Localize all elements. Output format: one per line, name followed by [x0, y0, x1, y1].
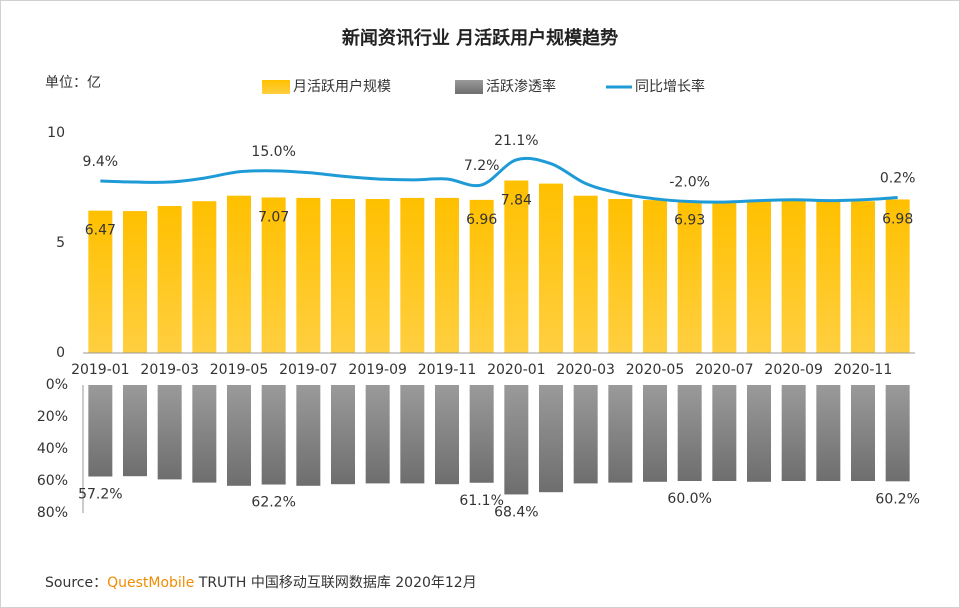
bar: [469, 385, 494, 483]
bar: [296, 385, 321, 486]
x-tick-label: 2019-03: [140, 362, 199, 378]
data-label: 61.1%: [459, 493, 503, 509]
bar: [469, 199, 494, 353]
x-tick-label: 2020-03: [556, 362, 615, 378]
bar: [504, 180, 529, 353]
bar: [885, 199, 910, 353]
data-label: 6.98: [882, 211, 913, 227]
bar: [227, 195, 251, 353]
bar: [747, 385, 771, 482]
data-label: 6.47: [85, 223, 116, 239]
bar: [677, 385, 702, 481]
x-tick-label: 2020-01: [487, 362, 546, 378]
y-tick-label: 0%: [46, 377, 68, 393]
bar: [781, 200, 806, 353]
bar: [851, 201, 875, 353]
bar: [192, 201, 217, 353]
bar: [435, 197, 459, 353]
data-label: 0.2%: [880, 171, 916, 187]
x-tick-label: 2019-05: [210, 362, 269, 378]
bar: [435, 385, 459, 485]
y-tick-label: 20%: [37, 409, 68, 425]
data-label: 6.93: [674, 213, 705, 229]
bar: [781, 385, 806, 481]
bar: [400, 385, 425, 484]
data-label: 68.4%: [494, 504, 538, 520]
data-label: 21.1%: [494, 133, 538, 149]
bar: [608, 199, 633, 353]
data-label: 62.2%: [251, 495, 295, 511]
legend-label: 活跃渗透率: [486, 78, 556, 95]
x-tick-label: 2020-09: [764, 362, 823, 378]
bar: [88, 385, 113, 477]
y-tick-label: 5: [56, 235, 65, 251]
y-tick-label: 10: [47, 125, 65, 141]
chart-title: 新闻资讯行业 月活跃用户规模趋势: [342, 27, 618, 49]
bar: [157, 385, 182, 480]
y-tick-label: 0: [56, 345, 65, 361]
x-tick-label: 2019-07: [279, 362, 338, 378]
bar: [851, 385, 875, 481]
source-prefix: Source：: [45, 575, 107, 591]
data-label: 7.07: [258, 209, 289, 225]
source-text: TRUTH 中国移动互联网数据库 2020年12月: [194, 575, 476, 591]
bar: [816, 201, 841, 353]
bar: [885, 385, 910, 482]
bar: [88, 210, 113, 353]
bar: [608, 385, 633, 483]
unit-label: 单位：亿: [45, 75, 101, 91]
x-tick-label: 2020-07: [695, 362, 754, 378]
data-label: 57.2%: [78, 487, 122, 503]
bar: [192, 385, 217, 483]
bar: [227, 385, 251, 486]
bar: [712, 201, 737, 353]
y-tick-label: 60%: [37, 473, 68, 489]
bar: [296, 197, 321, 353]
source-brand: QuestMobile: [107, 575, 194, 591]
bar: [331, 385, 355, 485]
bar: [539, 385, 563, 493]
bar: [365, 385, 390, 484]
bar: [123, 385, 147, 477]
bar: [365, 199, 390, 353]
data-label: 60.2%: [875, 491, 919, 507]
y-tick-label: 40%: [37, 441, 68, 457]
bar: [816, 385, 841, 481]
bar: [573, 385, 598, 484]
bar: [712, 385, 737, 481]
data-label: -2.0%: [669, 175, 710, 191]
x-tick-label: 2020-05: [626, 362, 685, 378]
bar: [123, 211, 147, 353]
bar: [643, 200, 667, 353]
data-label: 6.96: [466, 212, 497, 228]
bar: [261, 197, 286, 353]
bar: [261, 385, 286, 485]
data-label: 7.84: [501, 193, 532, 209]
bar: [677, 200, 702, 353]
x-tick-label: 2020-11: [834, 362, 893, 378]
source: Source：QuestMobile TRUTH 中国移动互联网数据库 2020…: [45, 575, 477, 591]
bar: [539, 183, 563, 353]
bar: [157, 206, 182, 353]
bar: [400, 197, 425, 353]
legend-label: 月活跃用户规模: [293, 78, 391, 95]
legend-swatch: [455, 80, 483, 94]
y-tick-label: 80%: [37, 505, 68, 521]
x-tick-label: 2019-09: [348, 362, 407, 378]
bar: [747, 200, 771, 353]
bar: [331, 199, 355, 353]
data-label: 9.4%: [83, 154, 119, 170]
legend-swatch: [262, 80, 290, 94]
legend-label: 同比增长率: [635, 78, 705, 95]
x-tick-label: 2019-01: [71, 362, 130, 378]
data-label: 15.0%: [251, 144, 295, 160]
x-tick-label: 2019-11: [418, 362, 477, 378]
data-label: 60.0%: [667, 491, 711, 507]
data-label: 7.2%: [464, 158, 500, 174]
bar: [573, 195, 598, 353]
growth-line: [100, 156, 898, 204]
bar: [504, 385, 529, 495]
bar: [643, 385, 667, 482]
